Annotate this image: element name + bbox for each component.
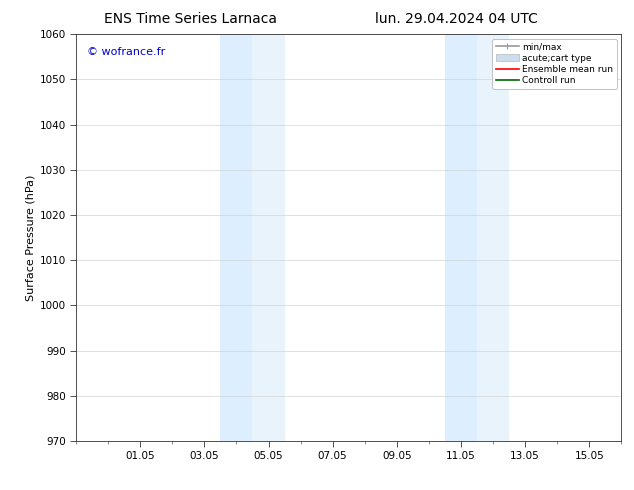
- Bar: [445, 34, 477, 441]
- Bar: [477, 34, 509, 441]
- Bar: [221, 34, 252, 441]
- Text: ENS Time Series Larnaca: ENS Time Series Larnaca: [104, 12, 276, 26]
- Text: lun. 29.04.2024 04 UTC: lun. 29.04.2024 04 UTC: [375, 12, 538, 26]
- Legend: min/max, acute;cart type, Ensemble mean run, Controll run: min/max, acute;cart type, Ensemble mean …: [493, 39, 617, 89]
- Bar: [252, 34, 285, 441]
- Y-axis label: Surface Pressure (hPa): Surface Pressure (hPa): [25, 174, 36, 301]
- Text: © wofrance.fr: © wofrance.fr: [87, 47, 165, 56]
